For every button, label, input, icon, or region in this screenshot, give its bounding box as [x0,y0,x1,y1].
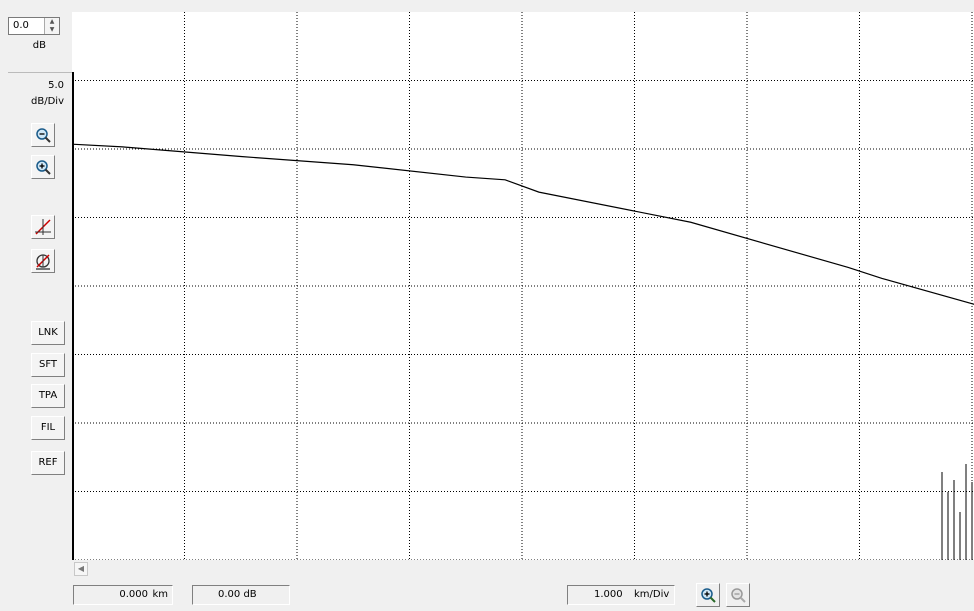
lnk-button[interactable]: LNK [31,321,65,345]
fil-button[interactable]: FIL [31,416,65,440]
otdr-trace-plot[interactable] [72,12,974,560]
horizontal-zoom-out-icon [731,588,746,603]
loss-field: 0.00 dB [192,585,290,605]
sft-button[interactable]: SFT [31,353,65,377]
position-field: 0.000 km [73,585,173,605]
marker-measure-icon [36,254,50,270]
status-bar: 0.000 km 0.00 dB 1.000 km/Div [0,578,974,611]
spin-arrows[interactable]: ▲ ▼ [44,18,59,34]
loss-value: 0.00 dB [218,589,257,600]
spin-down-icon[interactable]: ▼ [49,26,55,33]
marker-line-button[interactable] [31,215,55,239]
scroll-left-arrow-icon[interactable]: ◀ [74,562,88,576]
zoom-out-icon [36,128,51,143]
vertical-scale-unit: dB/Div [31,96,64,107]
offset-unit-label: dB [32,40,46,51]
top-strip [72,0,974,12]
spin-up-icon[interactable]: ▲ [49,18,55,25]
horizontal-zoom-out-button[interactable] [726,583,750,607]
marker-measure-button[interactable] [31,249,55,273]
position-value: 0.000 [119,589,148,600]
left-control-panel: 0.0 ▲ ▼ dB 5.0 dB/Div [0,0,72,611]
tpa-button[interactable]: TPA [31,384,65,408]
offset-value[interactable]: 0.0 [13,20,29,31]
horizontal-zoom-in-button[interactable] [696,583,720,607]
horizontal-scale-field: 1.000 km/Div [567,585,675,605]
zoom-out-button[interactable] [31,123,55,147]
zoom-in-icon [36,160,51,175]
horizontal-zoom-in-icon [701,588,716,603]
horizontal-scrollbar[interactable]: ◀ [72,560,974,578]
trace-segment [72,143,974,305]
vertical-scale-value: 5.0 [48,80,64,91]
zoom-in-button[interactable] [31,155,55,179]
offset-spinbox[interactable]: 0.0 ▲ ▼ [8,17,60,35]
marker-line-icon [35,219,51,235]
divider [8,72,72,73]
position-unit: km [152,589,168,600]
trace-chart-svg[interactable] [72,12,974,560]
horizontal-scale-value: 1.000 [594,589,623,600]
ref-button[interactable]: REF [31,451,65,475]
horizontal-scale-unit: km/Div [634,589,670,600]
